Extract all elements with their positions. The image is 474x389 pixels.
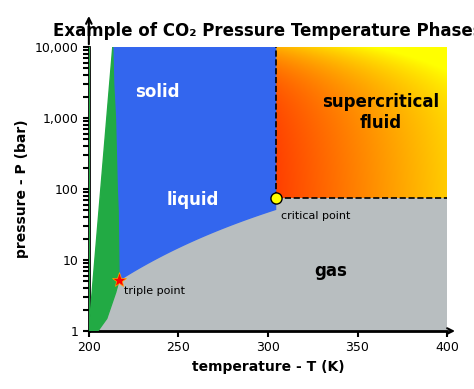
Polygon shape bbox=[113, 47, 275, 280]
Text: solid: solid bbox=[135, 83, 179, 101]
Text: supercritical
fluid: supercritical fluid bbox=[322, 93, 439, 132]
Text: critical point: critical point bbox=[281, 210, 350, 221]
Y-axis label: pressure - P (bar): pressure - P (bar) bbox=[15, 120, 29, 258]
Polygon shape bbox=[89, 47, 119, 331]
Text: gas: gas bbox=[314, 262, 347, 280]
Text: triple point: triple point bbox=[124, 286, 185, 296]
X-axis label: temperature - T (K): temperature - T (K) bbox=[191, 360, 344, 374]
Polygon shape bbox=[89, 198, 447, 331]
Title: Example of CO₂ Pressure Temperature Phases: Example of CO₂ Pressure Temperature Phas… bbox=[53, 22, 474, 40]
Text: liquid: liquid bbox=[166, 191, 219, 209]
